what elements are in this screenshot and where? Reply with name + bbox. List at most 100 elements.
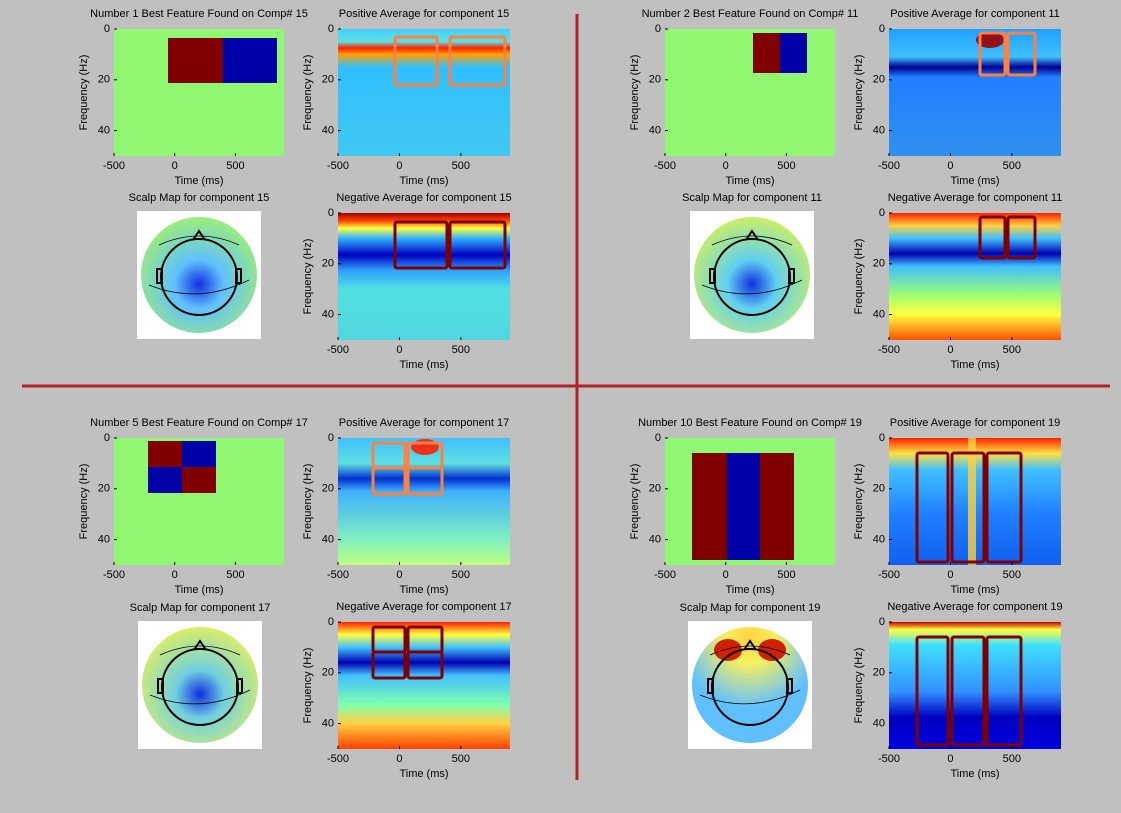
panel-title: Positive Average for component 17 bbox=[339, 417, 509, 429]
y-axis-label: Frequency (Hz) bbox=[302, 464, 314, 540]
x-tick-label: -500 bbox=[327, 344, 349, 356]
ear bbox=[236, 678, 243, 694]
x-tick-label: 500 bbox=[226, 569, 244, 581]
heatmap bbox=[338, 213, 510, 340]
x-axis-label: Time (ms) bbox=[399, 768, 448, 780]
feature-outline bbox=[406, 650, 444, 680]
y-tick-label: 40 bbox=[98, 125, 110, 137]
ear bbox=[788, 268, 795, 284]
feature-outline bbox=[406, 466, 444, 496]
x-axis-label: Time (ms) bbox=[399, 359, 448, 371]
y-tick-label: 0 bbox=[655, 23, 661, 35]
x-tick-label: 500 bbox=[452, 569, 470, 581]
y-tick-label: 40 bbox=[873, 718, 885, 730]
panel-title: Scalp Map for component 15 bbox=[129, 192, 270, 204]
x-tick-label: 0 bbox=[172, 569, 178, 581]
y-tick-label: 40 bbox=[322, 534, 334, 546]
x-tick-label: -500 bbox=[327, 160, 349, 172]
feature-block bbox=[182, 441, 216, 467]
x-tick-label: -500 bbox=[654, 160, 676, 172]
scalp-blob bbox=[714, 639, 742, 661]
x-tick-label: -500 bbox=[878, 569, 900, 581]
panel-title: Positive Average for component 11 bbox=[890, 8, 1060, 20]
scalp-disc bbox=[694, 217, 810, 333]
y-tick-label: 20 bbox=[873, 667, 885, 679]
y-tick-label: 0 bbox=[879, 616, 885, 628]
feature-block bbox=[760, 453, 794, 560]
heatmap bbox=[889, 213, 1061, 340]
heatmap-spot bbox=[411, 439, 439, 455]
x-tick-label: 0 bbox=[947, 344, 953, 356]
x-tick-label: 0 bbox=[947, 569, 953, 581]
ear bbox=[707, 678, 714, 694]
x-tick-label: 0 bbox=[947, 753, 953, 765]
contour bbox=[148, 279, 250, 295]
y-tick-label: 0 bbox=[104, 432, 110, 444]
y-axis-label: Frequency (Hz) bbox=[78, 464, 90, 540]
y-tick-label: 20 bbox=[322, 483, 334, 495]
nose bbox=[743, 639, 757, 651]
contour bbox=[709, 645, 791, 656]
feature-block bbox=[780, 33, 807, 73]
x-axis-label: Time (ms) bbox=[399, 584, 448, 596]
heatmap-stripe bbox=[968, 438, 976, 565]
x-axis-label: Time (ms) bbox=[174, 584, 223, 596]
panel-title: Number 1 Best Feature Found on Comp# 15 bbox=[90, 8, 308, 20]
y-tick-label: 40 bbox=[322, 125, 334, 137]
y-tick-label: 40 bbox=[649, 534, 661, 546]
x-axis-label: Time (ms) bbox=[950, 584, 999, 596]
panel-title: Scalp Map for component 17 bbox=[130, 602, 271, 614]
x-axis-label: Time (ms) bbox=[399, 175, 448, 187]
feature-outline bbox=[393, 35, 439, 87]
contour bbox=[158, 235, 240, 246]
y-axis-label: Frequency (Hz) bbox=[302, 55, 314, 131]
plot-area bbox=[665, 29, 835, 156]
feature-outline bbox=[448, 220, 507, 270]
feature-outline bbox=[978, 31, 1007, 77]
y-tick-label: 0 bbox=[328, 207, 334, 219]
panel-title: Negative Average for component 17 bbox=[336, 601, 511, 613]
x-tick-label: -500 bbox=[327, 569, 349, 581]
feature-outline bbox=[371, 466, 407, 496]
heatmap-spot bbox=[976, 32, 1004, 48]
x-axis-label: Time (ms) bbox=[950, 768, 999, 780]
y-axis-label: Frequency (Hz) bbox=[853, 55, 865, 131]
x-tick-label: 0 bbox=[723, 160, 729, 172]
feature-block bbox=[692, 453, 727, 560]
y-tick-label: 0 bbox=[879, 207, 885, 219]
ear bbox=[156, 268, 163, 284]
panel-title: Negative Average for component 19 bbox=[887, 601, 1062, 613]
contour bbox=[699, 689, 801, 705]
y-tick-label: 40 bbox=[873, 534, 885, 546]
x-tick-label: 500 bbox=[777, 160, 795, 172]
y-tick-label: 0 bbox=[879, 432, 885, 444]
x-tick-label: -500 bbox=[103, 160, 125, 172]
feature-outline bbox=[978, 215, 1007, 260]
heatmap bbox=[338, 29, 510, 156]
y-tick-label: 0 bbox=[328, 432, 334, 444]
nose bbox=[745, 229, 759, 241]
contour bbox=[159, 645, 241, 656]
x-tick-label: 0 bbox=[396, 344, 402, 356]
y-axis-label: Frequency (Hz) bbox=[853, 648, 865, 724]
ear bbox=[709, 268, 716, 284]
scalp-disc bbox=[141, 217, 257, 333]
feature-block bbox=[182, 467, 216, 493]
x-tick-label: 0 bbox=[723, 569, 729, 581]
panel-title: Positive Average for component 19 bbox=[890, 417, 1060, 429]
feature-outline bbox=[371, 650, 407, 680]
x-axis-label: Time (ms) bbox=[950, 175, 999, 187]
x-tick-label: 0 bbox=[396, 753, 402, 765]
x-tick-label: 500 bbox=[452, 160, 470, 172]
x-tick-label: 500 bbox=[1003, 344, 1021, 356]
y-tick-label: 0 bbox=[655, 432, 661, 444]
x-tick-label: 500 bbox=[1003, 160, 1021, 172]
feature-block bbox=[753, 33, 780, 73]
x-tick-label: 500 bbox=[777, 569, 795, 581]
x-tick-label: -500 bbox=[327, 753, 349, 765]
x-axis-label: Time (ms) bbox=[725, 584, 774, 596]
x-tick-label: -500 bbox=[654, 569, 676, 581]
y-tick-label: 40 bbox=[322, 309, 334, 321]
x-tick-label: -500 bbox=[103, 569, 125, 581]
